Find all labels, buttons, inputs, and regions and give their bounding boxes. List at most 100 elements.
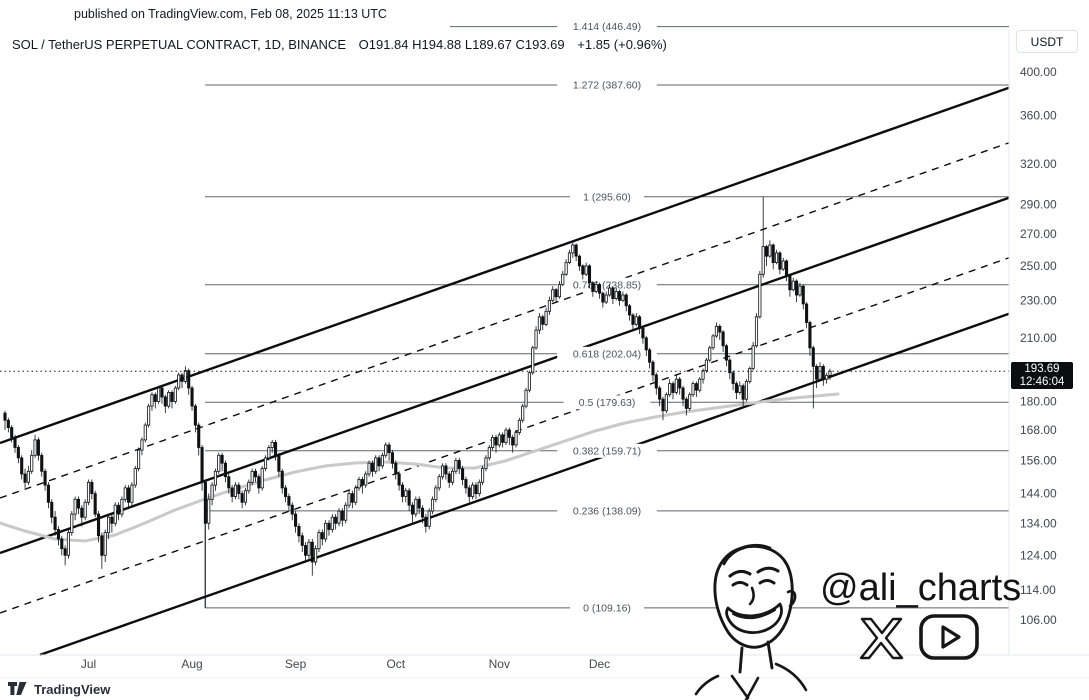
candle-up bbox=[26, 470, 30, 483]
month-label-jul[interactable]: Jul bbox=[81, 657, 96, 671]
price-tick-label[interactable]: 290.00 bbox=[1020, 198, 1057, 212]
candle-down bbox=[511, 436, 515, 446]
candle-down bbox=[654, 374, 658, 389]
face-sketch-icon bbox=[694, 543, 808, 700]
price-tick-label[interactable]: 320.00 bbox=[1020, 157, 1057, 171]
month-label-dec[interactable]: Dec bbox=[589, 657, 610, 671]
price-tick-label[interactable]: 400.00 bbox=[1020, 65, 1057, 79]
candle-down bbox=[203, 481, 207, 524]
price-tick-label[interactable]: 134.00 bbox=[1020, 516, 1057, 530]
month-label-nov[interactable]: Nov bbox=[489, 657, 510, 671]
candle-up bbox=[123, 487, 127, 500]
candle-down bbox=[805, 303, 809, 323]
candle-up bbox=[564, 262, 568, 275]
tradingview-footer[interactable]: TradingView bbox=[8, 681, 110, 697]
candle-down bbox=[397, 473, 401, 486]
candle-down bbox=[56, 529, 60, 540]
candle-down bbox=[821, 365, 825, 380]
candle-up bbox=[427, 510, 431, 527]
tradingview-wordmark: TradingView bbox=[34, 681, 111, 697]
candle-up bbox=[150, 394, 154, 407]
candle-down bbox=[360, 479, 364, 486]
candle-down bbox=[641, 327, 645, 339]
candle-down bbox=[193, 405, 197, 426]
candle-down bbox=[127, 487, 131, 503]
fib-label-bg bbox=[557, 503, 657, 518]
month-label-sep[interactable]: Sep bbox=[285, 657, 307, 671]
candle-down bbox=[93, 493, 97, 515]
candle-down bbox=[597, 284, 602, 294]
candle-down bbox=[724, 345, 728, 361]
candle-up bbox=[604, 294, 608, 303]
candle-down bbox=[734, 383, 739, 393]
price-tick-label[interactable]: 180.00 bbox=[1020, 395, 1057, 409]
price-tick-label[interactable]: 230.00 bbox=[1020, 293, 1057, 307]
candle-up bbox=[557, 284, 561, 298]
youtube-logo-icon bbox=[919, 614, 979, 660]
chart-legend[interactable]: SOL / TetherUS PERPETUAL CONTRACT, 1D, B… bbox=[12, 37, 676, 52]
price-tick-label[interactable]: 210.00 bbox=[1020, 331, 1057, 345]
candle-up bbox=[758, 273, 762, 318]
price-tick-label[interactable]: 156.00 bbox=[1020, 454, 1057, 468]
candle-up bbox=[270, 441, 274, 448]
candle-up bbox=[120, 498, 124, 515]
fib-label-bg bbox=[557, 346, 657, 361]
candle-up bbox=[30, 454, 34, 472]
candle-down bbox=[731, 372, 735, 384]
candle-down bbox=[718, 325, 722, 333]
month-label-aug[interactable]: Aug bbox=[181, 657, 202, 671]
candle-up bbox=[243, 490, 248, 503]
candle-up bbox=[584, 265, 588, 275]
candle-up bbox=[527, 372, 531, 391]
price-tick-label[interactable]: 114.00 bbox=[1020, 583, 1056, 597]
candle-up bbox=[367, 462, 371, 475]
currency-unit-label: USDT bbox=[1030, 34, 1064, 49]
candle-up bbox=[544, 310, 548, 325]
price-tick-label[interactable]: 124.00 bbox=[1020, 548, 1057, 562]
candle-down bbox=[304, 545, 308, 556]
candle-down bbox=[100, 535, 104, 556]
candle-up bbox=[517, 419, 521, 433]
price-tick-label[interactable]: 270.00 bbox=[1020, 227, 1057, 241]
channel-line-solid bbox=[39, 312, 1010, 657]
price-tick-label[interactable]: 106.00 bbox=[1020, 613, 1057, 627]
candle-up bbox=[634, 316, 638, 325]
candle-down bbox=[223, 462, 227, 478]
candle-down bbox=[240, 493, 244, 503]
candle-down bbox=[220, 454, 224, 464]
candle-up bbox=[73, 498, 77, 515]
candle-up bbox=[491, 436, 495, 448]
price-tick-label[interactable]: 144.00 bbox=[1020, 487, 1057, 501]
candle-up bbox=[567, 252, 572, 263]
candle-up bbox=[714, 325, 718, 337]
candle-down bbox=[320, 532, 324, 540]
candle-down bbox=[230, 487, 234, 497]
tradingview-logo-icon bbox=[8, 682, 27, 695]
candle-down bbox=[417, 498, 421, 509]
symbol-title[interactable]: SOL / TetherUS PERPETUAL CONTRACT, 1D, B… bbox=[12, 37, 346, 52]
candle-up bbox=[314, 548, 318, 563]
candle-down bbox=[577, 255, 582, 267]
currency-unit-button[interactable]: USDT bbox=[1016, 30, 1078, 53]
candle-down bbox=[277, 454, 281, 472]
change-value: +1.85 (+0.96%) bbox=[577, 37, 667, 52]
candle-up bbox=[751, 345, 755, 369]
channel-line-solid bbox=[0, 86, 1010, 445]
candle-up bbox=[354, 487, 358, 503]
candle-up bbox=[521, 405, 525, 421]
candle-up bbox=[143, 424, 147, 441]
ohlc-values: O191.84 H194.88 L189.67 C193.69 bbox=[358, 37, 565, 52]
price-tick-label[interactable]: 250.00 bbox=[1020, 259, 1057, 273]
price-tick-label[interactable]: 360.00 bbox=[1020, 109, 1057, 123]
month-label-oct[interactable]: Oct bbox=[386, 657, 405, 671]
candle-down bbox=[721, 331, 725, 347]
fib-label-0.236: 0.236 (138.09) bbox=[573, 505, 641, 517]
candle-down bbox=[778, 252, 782, 270]
price-tick-label[interactable]: 168.00 bbox=[1020, 423, 1057, 437]
candle-up bbox=[167, 391, 171, 407]
candle-down bbox=[180, 374, 184, 382]
candle-up bbox=[698, 378, 702, 391]
candle-up bbox=[818, 365, 822, 380]
fib-label-bg bbox=[557, 443, 657, 458]
